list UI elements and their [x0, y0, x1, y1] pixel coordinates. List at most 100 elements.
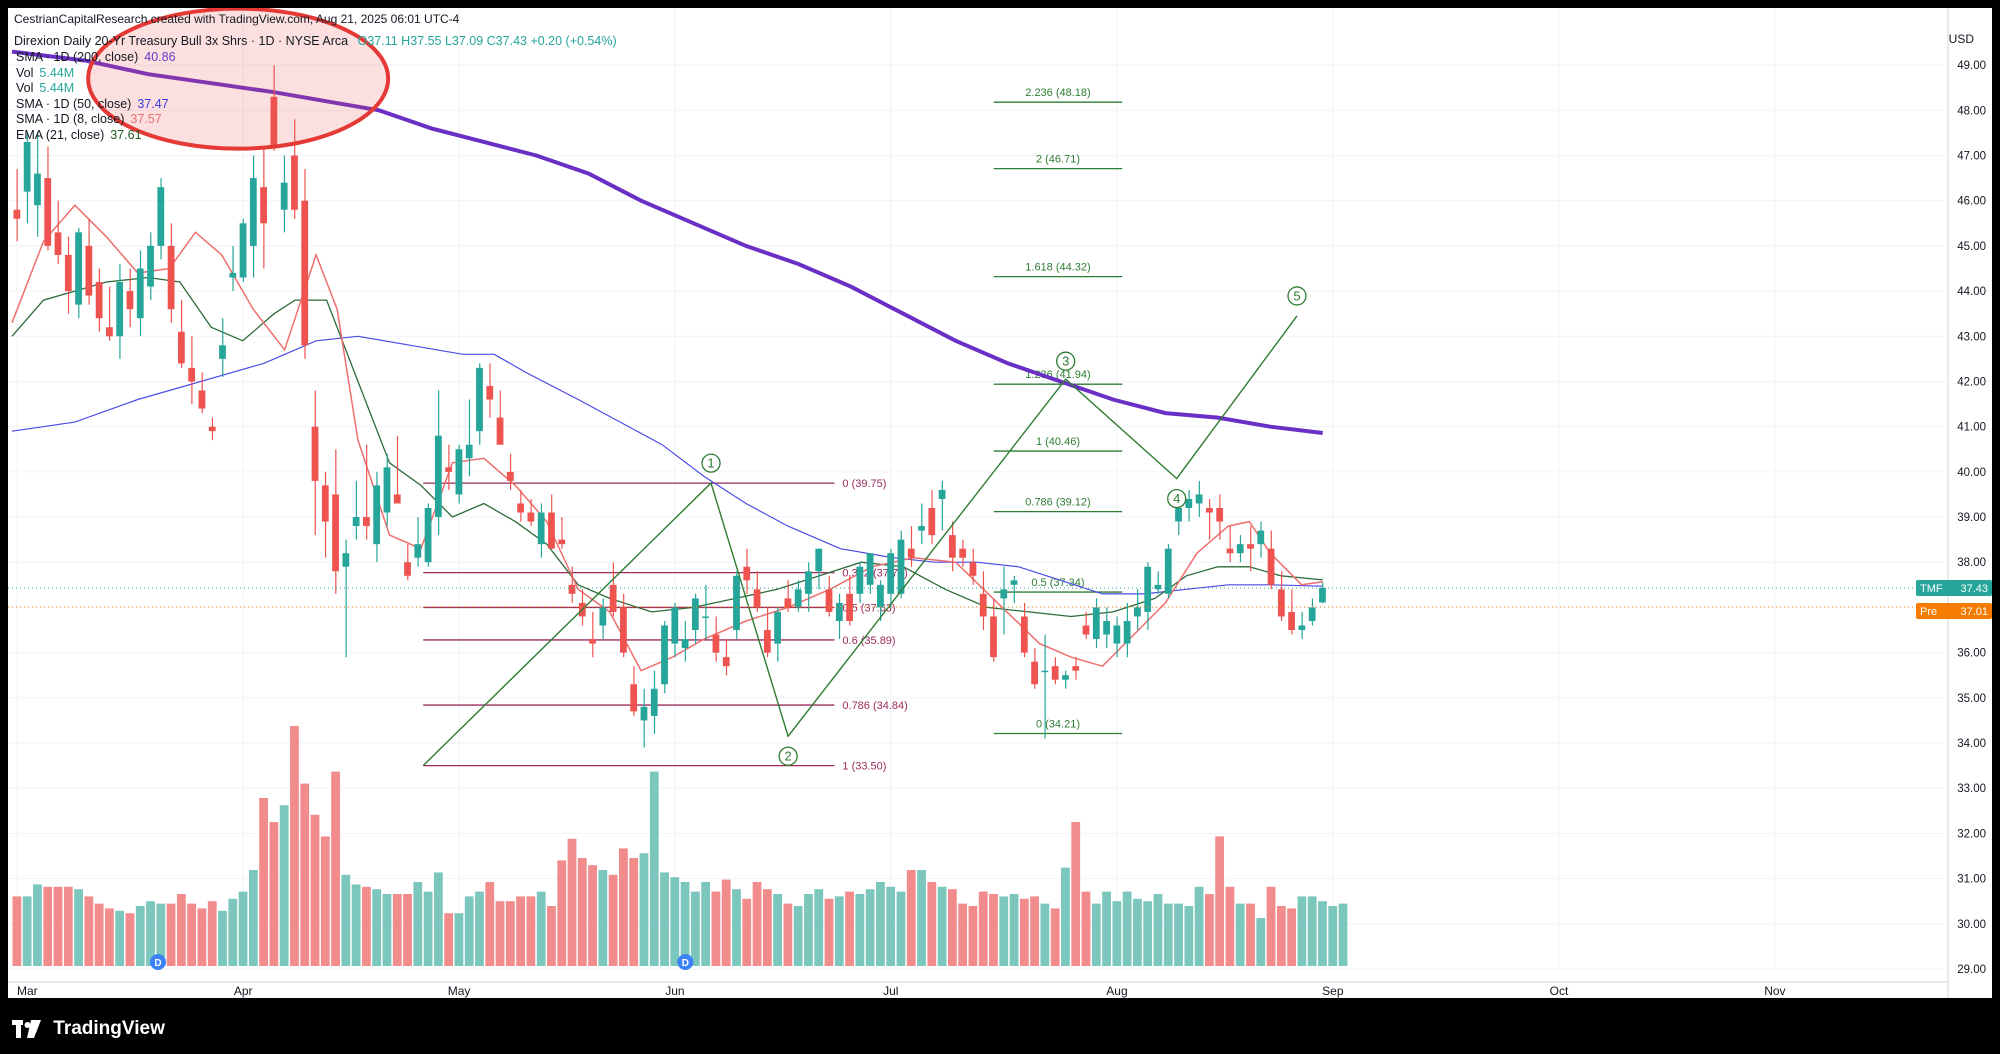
price-tick-label: 49.00 [1957, 60, 1986, 72]
chart-panel[interactable]: 0 (39.75) 0.382 (37.77) 0.5 (37.63) 0.6 (35… [8, 8, 1992, 998]
indicator-legend-item[interactable]: EMA (21, close) 37.61 [16, 128, 142, 142]
indicator-legend-item[interactable]: SMA · 1D (50, close) 37.47 [16, 97, 169, 111]
candle-body [589, 639, 596, 644]
candle-body [414, 544, 422, 558]
volume-bar [1194, 886, 1204, 966]
candle-body [1041, 670, 1049, 673]
highlight-ellipse [86, 8, 391, 151]
candle-body [219, 345, 226, 359]
candle-body [147, 245, 154, 287]
candle-body [311, 426, 319, 481]
pre-price-badge-value: 37.01 [1960, 606, 1988, 618]
volume-bar [906, 870, 916, 966]
volume-bar [84, 896, 94, 966]
volume-bar [804, 894, 813, 966]
fib-retracement-label: 1 (33.50) [842, 761, 886, 773]
volume-bar [649, 771, 659, 966]
sma8-line [11, 204, 1323, 672]
volume-bar [495, 901, 505, 966]
candle-body [188, 367, 196, 382]
volume-bar [865, 889, 875, 966]
grid-lines [8, 8, 1948, 970]
candle-body [1267, 548, 1275, 585]
volume-bar [1102, 891, 1111, 966]
candle-body [1319, 587, 1326, 603]
volume-bar [629, 858, 639, 966]
indicator-legend-item[interactable]: Vol 5.44M [16, 81, 74, 95]
volume-bar [567, 838, 577, 966]
volume-bar [125, 913, 135, 966]
indicator-label: SMA · 1D (200, close) [16, 50, 139, 64]
sma50-line [11, 335, 1323, 595]
candle-body [825, 589, 833, 612]
candle-body [794, 589, 802, 608]
volume-bar [1266, 886, 1276, 966]
candle-body [332, 494, 339, 572]
candle-body [815, 548, 823, 572]
candle-body [527, 512, 535, 522]
volume-bar [176, 894, 186, 966]
fib-extension-label: 0.5 (37.34) [1031, 577, 1084, 589]
time-tick-label: May [448, 984, 471, 998]
last-price-badge-value: 37.43 [1960, 583, 1988, 595]
candle-body [681, 639, 689, 649]
wave-label-circle [1056, 351, 1076, 371]
volume-bar [1184, 906, 1194, 966]
candle-body [691, 598, 699, 631]
price-tick-label: 40.00 [1957, 467, 1986, 479]
volume-bar [732, 889, 741, 966]
volume-bar [269, 822, 279, 966]
candle-body [537, 512, 545, 545]
footer-bar: TradingView [0, 998, 2000, 1054]
candle-body [75, 232, 82, 305]
volume-bar [999, 896, 1009, 966]
symbol-header[interactable]: Direxion Daily 20-Yr Treasury Bull 3x Sh… [14, 34, 617, 48]
dividend-marker-letter: D [154, 958, 161, 969]
indicator-value: 40.86 [144, 50, 176, 64]
volume-bar [135, 906, 145, 966]
candle-body [733, 575, 740, 631]
candle-body [1154, 584, 1162, 590]
fib-extension-label: 1.236 (41.94) [1025, 369, 1090, 381]
volume-bar [834, 896, 844, 966]
volume-bar [793, 906, 803, 966]
volume-bar [1050, 908, 1060, 966]
volume-bar [937, 886, 947, 966]
fib-extension-label: 1.618 (44.32) [1025, 262, 1090, 274]
candle-body [671, 607, 679, 644]
candle-body [774, 611, 781, 644]
candle-body [1308, 607, 1316, 621]
volume-bar [670, 877, 680, 966]
wave-label-circle [701, 453, 721, 473]
volume-bar [238, 891, 248, 966]
volume-bar [403, 894, 412, 966]
volume-bar [1307, 896, 1317, 966]
indicator-legend-item[interactable]: SMA · 1D (200, close) 40.86 [16, 50, 176, 64]
volume-bar [711, 891, 721, 966]
volume-bar [1318, 901, 1327, 966]
ema21-line [11, 276, 1323, 618]
candle-body [1164, 548, 1172, 594]
volume-bar [917, 870, 926, 966]
volume-bar [1061, 867, 1070, 966]
volume-bar [423, 891, 433, 966]
indicator-legend-item[interactable]: SMA · 1D (8, close) 37.57 [16, 112, 162, 126]
volume-bar [146, 901, 155, 966]
volume-bar [701, 882, 711, 966]
candle-body [260, 187, 267, 224]
tradingview-logo[interactable]: TradingView [12, 1018, 165, 1040]
price-chart[interactable]: 0 (39.75)0.382 (37.77)0.5 (37.63)0.6 (35… [8, 8, 1992, 998]
volume-bar [876, 882, 885, 966]
volume-bar [248, 870, 258, 966]
indicator-legend-item[interactable]: Vol 5.44M [16, 66, 74, 80]
volume-bar [1338, 903, 1348, 966]
fib-extension-label: 0.786 (39.12) [1025, 497, 1090, 509]
price-tick-label: 29.00 [1957, 964, 1986, 976]
chart-credit: CestrianCapitalResearch created with Tra… [14, 12, 460, 26]
candle-body [476, 367, 483, 432]
candle-body [208, 426, 216, 432]
volume-bar [742, 898, 752, 966]
fib-extension-label: 2.236 (48.18) [1025, 87, 1090, 99]
candle-body [835, 602, 843, 621]
candle-body [167, 245, 175, 310]
